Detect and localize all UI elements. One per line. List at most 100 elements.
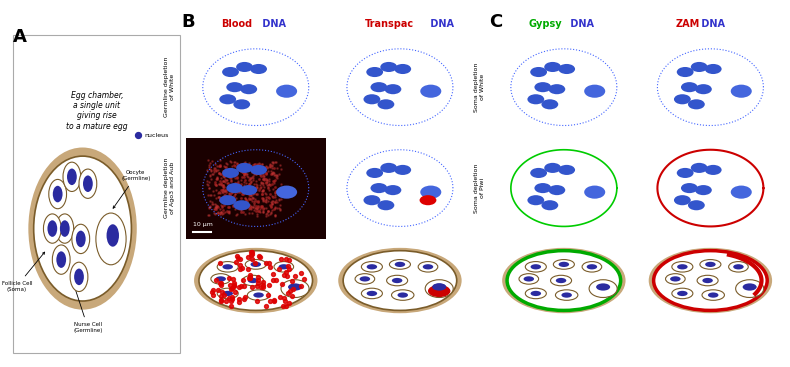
Point bbox=[231, 160, 243, 166]
Point bbox=[250, 211, 263, 217]
Point bbox=[202, 212, 215, 218]
Point bbox=[220, 178, 232, 184]
Ellipse shape bbox=[688, 99, 705, 109]
Point bbox=[239, 186, 251, 192]
Point bbox=[241, 183, 254, 189]
Point bbox=[205, 167, 217, 173]
Point bbox=[203, 206, 216, 211]
Point bbox=[204, 204, 216, 210]
Point bbox=[243, 181, 255, 187]
Point bbox=[238, 283, 250, 289]
Ellipse shape bbox=[394, 64, 411, 74]
FancyBboxPatch shape bbox=[13, 35, 180, 353]
Point bbox=[209, 201, 221, 207]
Point bbox=[251, 199, 264, 204]
Point bbox=[251, 204, 264, 210]
Ellipse shape bbox=[199, 251, 313, 310]
Point bbox=[243, 196, 255, 202]
Point bbox=[268, 206, 280, 211]
Ellipse shape bbox=[708, 292, 718, 298]
Point bbox=[223, 208, 235, 214]
Ellipse shape bbox=[385, 84, 401, 94]
Point bbox=[258, 205, 271, 211]
Ellipse shape bbox=[378, 200, 394, 210]
Point bbox=[215, 202, 228, 208]
Point bbox=[261, 210, 273, 216]
Point bbox=[243, 166, 255, 172]
Point bbox=[269, 185, 281, 190]
Point bbox=[250, 208, 262, 214]
Point bbox=[212, 190, 224, 196]
Ellipse shape bbox=[690, 62, 708, 72]
Point bbox=[235, 189, 248, 195]
Point bbox=[239, 170, 251, 176]
Point bbox=[269, 160, 281, 166]
Point bbox=[229, 183, 242, 189]
Point bbox=[269, 212, 281, 218]
Point bbox=[205, 289, 218, 295]
Point bbox=[215, 199, 228, 204]
Point bbox=[248, 188, 261, 194]
Point bbox=[219, 208, 231, 214]
Point bbox=[213, 170, 226, 176]
Point bbox=[246, 174, 258, 179]
Point bbox=[271, 206, 284, 211]
Ellipse shape bbox=[681, 183, 698, 193]
Point bbox=[236, 201, 249, 207]
Point bbox=[209, 176, 222, 182]
Point bbox=[252, 199, 265, 204]
Point bbox=[273, 197, 285, 203]
Point bbox=[258, 164, 271, 170]
Point bbox=[245, 206, 258, 212]
Point bbox=[233, 202, 246, 208]
Point bbox=[224, 184, 237, 189]
Point bbox=[207, 171, 220, 177]
Point bbox=[280, 269, 292, 275]
Ellipse shape bbox=[525, 262, 547, 272]
Point bbox=[243, 177, 255, 183]
Point bbox=[245, 198, 258, 204]
Point bbox=[247, 165, 260, 171]
Point bbox=[211, 203, 224, 209]
Point bbox=[267, 186, 280, 192]
Point bbox=[248, 198, 261, 204]
Point bbox=[238, 204, 250, 210]
Point bbox=[241, 167, 254, 173]
Point bbox=[264, 161, 276, 167]
Point bbox=[231, 180, 244, 186]
Point bbox=[246, 210, 258, 215]
Point bbox=[217, 292, 230, 298]
Text: B: B bbox=[181, 13, 194, 31]
Point bbox=[261, 185, 274, 191]
Point bbox=[216, 204, 228, 210]
Point bbox=[262, 198, 275, 204]
Point bbox=[214, 211, 227, 217]
Point bbox=[228, 280, 240, 286]
Point bbox=[214, 163, 227, 169]
Ellipse shape bbox=[548, 185, 566, 195]
Point bbox=[214, 197, 227, 203]
Point bbox=[261, 208, 274, 214]
Point bbox=[257, 180, 269, 186]
Point bbox=[266, 201, 279, 207]
Ellipse shape bbox=[528, 94, 544, 104]
Point bbox=[209, 204, 222, 210]
Point bbox=[222, 204, 235, 210]
Point bbox=[239, 186, 251, 192]
Point bbox=[204, 167, 216, 172]
Point bbox=[261, 179, 273, 185]
Point bbox=[230, 166, 243, 171]
Point bbox=[225, 298, 238, 304]
Point bbox=[254, 203, 267, 209]
Point bbox=[201, 192, 214, 198]
Point bbox=[239, 180, 252, 186]
Ellipse shape bbox=[222, 67, 239, 77]
Ellipse shape bbox=[279, 264, 289, 269]
Point bbox=[264, 264, 276, 270]
Point bbox=[274, 166, 287, 172]
Point bbox=[256, 203, 269, 209]
Point bbox=[210, 277, 223, 283]
Point bbox=[248, 171, 261, 177]
Point bbox=[232, 189, 245, 195]
Point bbox=[269, 199, 281, 205]
